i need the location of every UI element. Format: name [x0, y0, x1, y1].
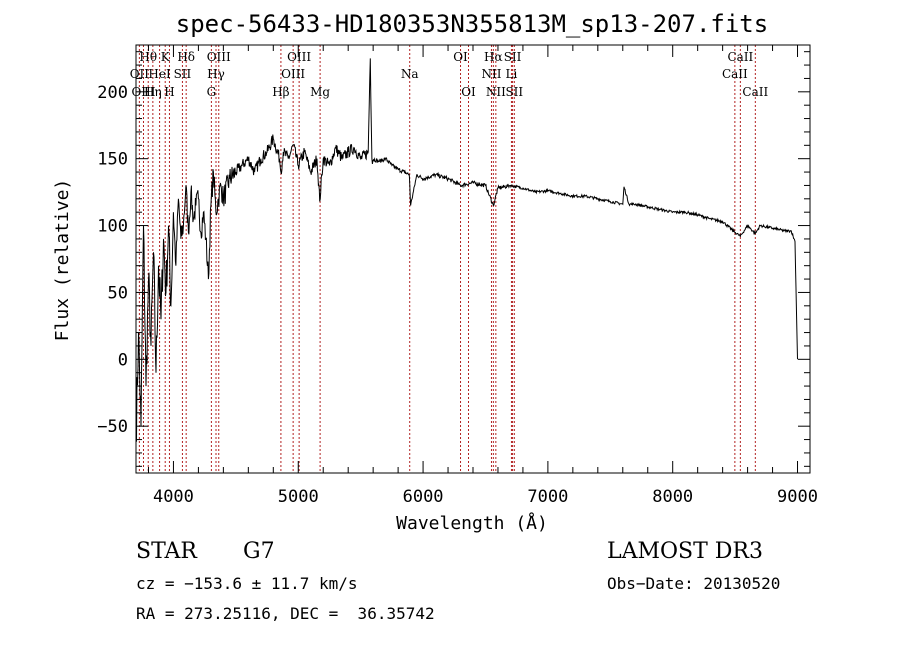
- y-tick-label: −50: [97, 417, 128, 437]
- x-tick-label: 6000: [403, 487, 444, 507]
- x-tick-label: 9000: [777, 487, 818, 507]
- line-label-g: G: [207, 85, 217, 99]
- flux-series-line: [135, 58, 798, 442]
- observation-date: Obs−Date: 20130520: [607, 574, 781, 593]
- line-label-hβ: Hβ: [272, 85, 289, 99]
- line-label-caii: CaII: [727, 50, 753, 64]
- x-axis-ticks: 4000 5000 6000 7000 8000 9000: [147, 45, 818, 507]
- line-label-hη: Hη: [144, 85, 162, 99]
- line-label-hei: HeI: [148, 67, 171, 81]
- object-subclass: G7: [243, 539, 275, 564]
- line-label-sii: SII: [504, 50, 522, 64]
- line-label-caii: CaII: [722, 67, 748, 81]
- spectral-line-markers: [138, 45, 756, 473]
- line-label-sii: SII: [505, 85, 523, 99]
- line-label-sii: SII: [174, 67, 192, 81]
- x-tick-label: 8000: [652, 487, 693, 507]
- y-tick-label: 200: [97, 83, 128, 103]
- spectrum-chart: spec-56433-HD180353N355813M_sp13-207.fit…: [52, 10, 818, 534]
- coordinates: RA = 273.25116, DEC = 36.35742: [136, 604, 435, 623]
- redshift-velocity: cz = −153.6 ± 11.7 km/s: [136, 574, 358, 593]
- line-label-oi: OI: [461, 85, 476, 99]
- line-label-na: Na: [401, 67, 419, 81]
- x-tick-label: 4000: [153, 487, 194, 507]
- plot-frame: [135, 44, 811, 474]
- line-label-oii: OII: [130, 67, 150, 81]
- y-tick-label: 150: [97, 150, 128, 170]
- y-axis-label: Flux (relative): [52, 179, 73, 342]
- line-label-hδ: Hδ: [177, 50, 195, 64]
- line-label-caii: CaII: [742, 85, 768, 99]
- line-label-oiii: OIII: [281, 67, 305, 81]
- y-axis-ticks: −50 0 50 100 150 200: [97, 51, 810, 467]
- line-label-h: H: [164, 85, 174, 99]
- x-tick-label: 5000: [278, 487, 319, 507]
- line-label-li: Li: [506, 67, 518, 81]
- line-label-k: K: [161, 50, 171, 64]
- line-label-hθ: Hθ: [139, 50, 157, 64]
- x-axis-label: Wavelength (Å): [396, 512, 548, 534]
- line-label-nii: NII: [481, 67, 501, 81]
- line-label-oiii: OIII: [287, 50, 311, 64]
- x-tick-label: 7000: [527, 487, 568, 507]
- line-label-hα: Hα: [484, 50, 503, 64]
- object-class: STAR: [136, 539, 197, 564]
- line-label-oiii: OIII: [207, 50, 231, 64]
- y-tick-label: 50: [108, 283, 128, 303]
- line-label-mg: Mg: [310, 85, 330, 99]
- line-label-nii: NII: [486, 85, 506, 99]
- survey-name: LAMOST DR3: [607, 539, 763, 564]
- y-tick-label: 100: [97, 217, 128, 237]
- y-tick-label: 0: [118, 350, 128, 370]
- line-label-hγ: Hγ: [207, 67, 225, 81]
- line-label-oi: OI: [453, 50, 468, 64]
- chart-title: spec-56433-HD180353N355813M_sp13-207.fit…: [176, 10, 768, 38]
